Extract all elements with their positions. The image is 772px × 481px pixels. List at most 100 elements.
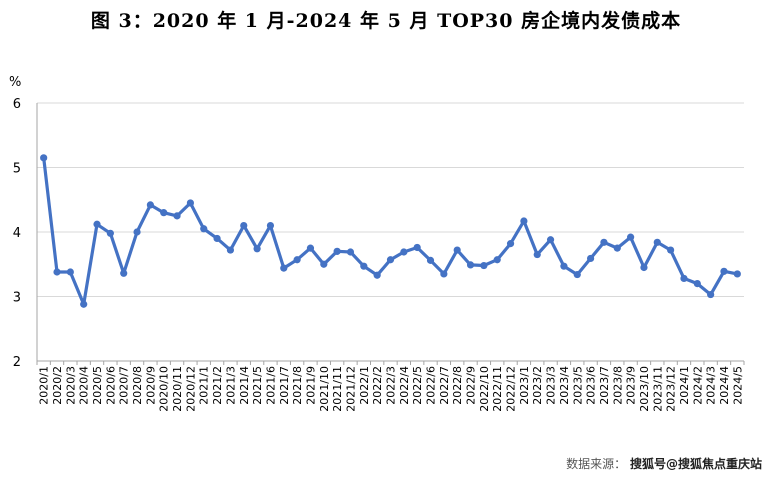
data-point bbox=[80, 300, 88, 308]
x-tick-label: 2021/4 bbox=[238, 366, 251, 405]
x-tick-label: 2023/4 bbox=[558, 366, 571, 405]
y-tick-label: 3 bbox=[13, 291, 21, 306]
data-point bbox=[133, 228, 141, 236]
data-point bbox=[386, 256, 395, 264]
data-point bbox=[200, 225, 208, 233]
data-point bbox=[613, 244, 621, 252]
x-tick-label: 2020/11 bbox=[171, 366, 184, 412]
data-point bbox=[146, 201, 154, 209]
source-brand: 搜狐号@搜狐焦点重庆站 bbox=[629, 457, 762, 471]
data-point bbox=[533, 250, 541, 259]
x-tick-label: 2023/1 bbox=[518, 366, 531, 405]
y-tick-label: 4 bbox=[13, 226, 21, 241]
x-tick-label: 2020/12 bbox=[184, 366, 197, 412]
source-note: 数据来源： 搜狐号@搜狐焦点重庆站 bbox=[566, 455, 762, 472]
x-tick-label: 2021/9 bbox=[304, 366, 317, 405]
data-point bbox=[426, 256, 435, 264]
data-point bbox=[560, 262, 568, 270]
x-tick-label: 2022/9 bbox=[465, 366, 478, 405]
x-tick-label: 2022/12 bbox=[505, 366, 518, 412]
data-point bbox=[480, 261, 488, 270]
data-point bbox=[93, 220, 101, 228]
data-point bbox=[213, 234, 221, 243]
data-point bbox=[106, 229, 114, 237]
data-point bbox=[640, 263, 648, 272]
y-tick-label: 2 bbox=[13, 355, 21, 370]
x-tick-label: 2020/10 bbox=[158, 366, 171, 412]
x-tick-label: 2023/7 bbox=[598, 366, 611, 405]
x-tick-label: 2021/1 bbox=[198, 366, 211, 405]
x-tick-label: 2023/2 bbox=[531, 366, 544, 405]
data-point bbox=[373, 271, 381, 279]
x-tick-label: 2022/8 bbox=[451, 366, 464, 405]
x-tick-label: 2024/3 bbox=[705, 366, 718, 405]
x-tick-label: 2022/1 bbox=[358, 366, 371, 405]
data-point bbox=[440, 270, 448, 278]
x-tick-label: 2024/5 bbox=[731, 366, 744, 405]
data-point bbox=[453, 246, 461, 254]
x-tick-label: 2022/4 bbox=[398, 366, 411, 405]
data-point bbox=[333, 247, 341, 255]
axes bbox=[36, 103, 745, 365]
data-points bbox=[40, 154, 741, 308]
x-tick-label: 2023/5 bbox=[571, 366, 584, 405]
x-tick-label: 2020/7 bbox=[118, 366, 131, 405]
data-point bbox=[707, 290, 715, 299]
data-point bbox=[520, 217, 528, 225]
data-point bbox=[586, 254, 595, 263]
x-tick-label: 2023/6 bbox=[585, 366, 598, 405]
series-line-layer bbox=[42, 156, 739, 306]
x-tick-label: 2022/7 bbox=[438, 366, 451, 405]
data-point bbox=[53, 268, 61, 276]
x-tick-label: 2024/4 bbox=[718, 366, 731, 405]
data-point bbox=[240, 221, 248, 230]
x-tick-label: 2020/9 bbox=[144, 366, 157, 405]
x-tick-label: 2021/12 bbox=[344, 366, 357, 412]
data-point bbox=[493, 256, 501, 264]
grid-lines bbox=[37, 102, 744, 297]
data-point bbox=[413, 243, 421, 252]
x-tick-labels: 2020/1 2020/2 2020/3 2020/4 2020/5 2020/6 2020… bbox=[38, 366, 745, 412]
data-point bbox=[653, 238, 661, 246]
data-point bbox=[733, 270, 741, 278]
x-tick-label: 2022/2 bbox=[371, 366, 384, 405]
x-tick-label: 2023/8 bbox=[611, 366, 624, 405]
data-point bbox=[720, 267, 728, 275]
x-tick-label: 2022/5 bbox=[411, 366, 424, 405]
x-tick-label: 2020/4 bbox=[78, 366, 91, 405]
data-point bbox=[173, 212, 181, 220]
data-point bbox=[120, 269, 128, 277]
x-tick-label: 2021/3 bbox=[224, 366, 237, 405]
data-point bbox=[667, 246, 675, 254]
data-point bbox=[186, 199, 195, 207]
data-point bbox=[693, 280, 701, 288]
data-point bbox=[506, 240, 515, 248]
data-point bbox=[600, 238, 608, 246]
x-tick-label: 2023/9 bbox=[625, 366, 638, 405]
data-point bbox=[320, 260, 328, 268]
x-tick-label: 2021/8 bbox=[291, 366, 304, 405]
x-tick-label: 2022/11 bbox=[491, 366, 504, 412]
x-tick-label: 2020/5 bbox=[91, 366, 104, 405]
data-point bbox=[40, 154, 48, 162]
data-point bbox=[546, 236, 555, 244]
data-point bbox=[627, 233, 635, 241]
x-tick-label: 2023/3 bbox=[545, 366, 558, 405]
data-point bbox=[253, 245, 261, 253]
data-point bbox=[360, 262, 368, 270]
data-point bbox=[280, 264, 288, 272]
x-tick-label: 2021/7 bbox=[278, 366, 291, 405]
x-tick-label: 2021/11 bbox=[331, 366, 344, 412]
x-tick-label: 2021/2 bbox=[211, 366, 224, 405]
x-tick-label: 2024/1 bbox=[678, 366, 691, 405]
source-label: 数据来源： bbox=[566, 457, 627, 471]
x-tick-label: 2020/3 bbox=[64, 366, 77, 405]
x-tick-label: 2020/6 bbox=[104, 366, 117, 405]
series-line bbox=[42, 156, 739, 306]
x-tick-label: 2021/5 bbox=[251, 366, 264, 405]
x-tick-label: 2022/3 bbox=[385, 366, 398, 405]
y-tick-label: 6 bbox=[13, 97, 21, 112]
data-point bbox=[266, 221, 275, 230]
x-tick-label: 2020/8 bbox=[131, 366, 144, 405]
